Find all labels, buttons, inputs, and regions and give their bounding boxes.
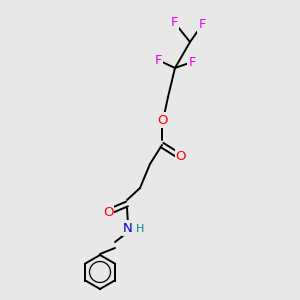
Text: N: N	[123, 221, 133, 235]
Text: F: F	[170, 16, 178, 28]
Text: O: O	[157, 113, 167, 127]
Text: O: O	[103, 206, 113, 218]
Text: F: F	[198, 19, 206, 32]
Text: F: F	[154, 53, 162, 67]
Text: H: H	[136, 224, 144, 234]
Text: O: O	[176, 151, 186, 164]
Text: F: F	[188, 56, 196, 68]
